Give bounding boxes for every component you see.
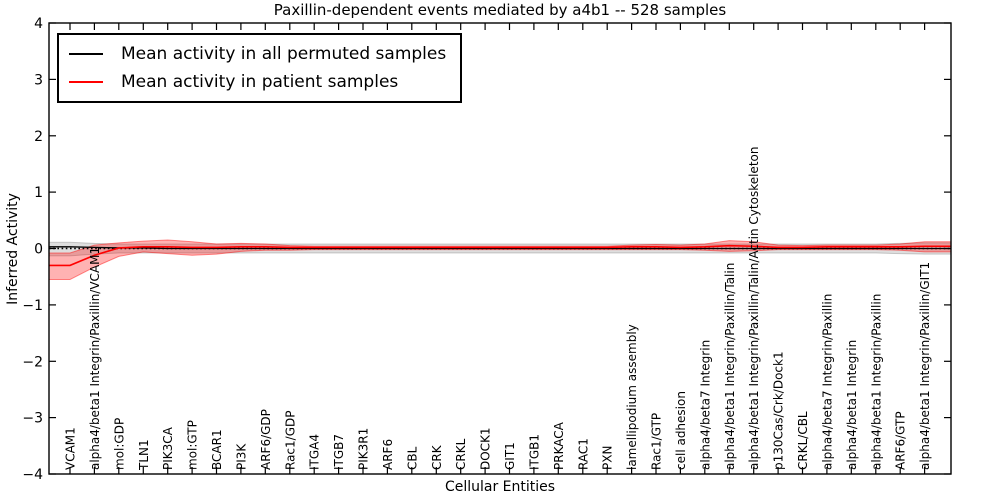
series-layer	[49, 239, 951, 281]
black-line-sample-icon	[69, 53, 103, 55]
x-tick-label: alpha4/beta1 Integrin/Paxillin/Talin/Act…	[747, 147, 761, 470]
y-tick-label: 1	[34, 185, 43, 201]
y-tick-label: −1	[22, 298, 43, 314]
x-tick-label: mol:GDP	[112, 418, 126, 470]
x-tick-label: ARF6	[381, 439, 395, 470]
x-tick-label: lamellipodium assembly	[625, 324, 639, 470]
y-tick-label: 0	[34, 242, 43, 258]
x-tick-label: alpha4/beta1 Integrin/Paxillin/VCAM1	[88, 247, 102, 470]
x-tick-label: DOCK1	[479, 427, 493, 470]
y-tick-label: −4	[22, 467, 43, 483]
x-tick-label: VCAM1	[64, 427, 78, 470]
x-tick-label: alpha4/beta1 Integrin/Paxillin/Talin	[723, 263, 737, 470]
x-tick-label: PIK3CA	[161, 426, 175, 470]
patient-confidence-band	[49, 239, 951, 281]
y-tick-label: −2	[22, 354, 43, 370]
x-tick-label: ITGA4	[308, 434, 322, 470]
legend: Mean activity in all permuted samples Me…	[57, 33, 463, 103]
x-tick-label: PIK3R1	[357, 428, 371, 470]
permuted-mean-line	[49, 246, 951, 250]
x-tick-label: CRK	[430, 444, 444, 470]
x-tick-label: ITGB1	[527, 434, 541, 470]
legend-label-patient: Mean activity in patient samples	[121, 72, 399, 92]
x-tick-label: ARF6/GDP	[259, 409, 273, 470]
chart-title: Paxillin-dependent events mediated by a4…	[273, 1, 727, 19]
x-tick-label: alpha4/beta7 Integrin/Paxillin	[820, 294, 834, 470]
x-tick-label: ARF6/GTP	[894, 411, 908, 470]
y-tick-label: 4	[34, 16, 43, 32]
y-tick-label: 2	[34, 129, 43, 145]
legend-entry-permuted: Mean activity in all permuted samples	[69, 41, 446, 67]
legend-entry-patient: Mean activity in patient samples	[69, 69, 446, 95]
y-tick-label: −3	[22, 411, 43, 427]
x-tick-label: BCAR1	[210, 429, 224, 470]
legend-label-permuted: Mean activity in all permuted samples	[121, 44, 447, 64]
patient-mean-line	[49, 244, 951, 267]
red-line-sample-icon	[69, 81, 103, 83]
x-tick-label: Rac1/GDP	[283, 411, 297, 470]
x-tick-label: alpha4/beta1 Integrin/Paxillin	[869, 294, 883, 470]
x-tick-label: PRKACA	[552, 421, 566, 470]
x-tick-label: Rac1/GTP	[650, 413, 664, 470]
x-tick-label: CBL	[405, 446, 419, 470]
axes-frame	[48, 22, 952, 475]
x-tick-label: CRKL/CBL	[796, 411, 810, 470]
x-tick-label: PXN	[601, 446, 615, 470]
x-tick-label: mol:GTP	[186, 420, 200, 470]
x-tick-label: TLN1	[137, 439, 151, 471]
x-tick-label: PI3K	[234, 443, 248, 470]
x-tick-label: RAC1	[576, 438, 590, 470]
y-tick-label: 3	[34, 72, 43, 88]
x-tick-label: ITGB7	[332, 434, 346, 470]
x-tick-label: CRKL	[454, 438, 468, 470]
x-tick-label: p130Cas/Crk/Dock1	[772, 351, 786, 470]
x-axis-label: Cellular Entities	[444, 479, 556, 495]
x-tick-label: alpha4/beta7 Integrin	[698, 340, 712, 470]
x-tick-label: cell adhesion	[674, 391, 688, 470]
x-tick-label: alpha4/beta1 Integrin/Paxillin/GIT1	[918, 262, 932, 470]
x-tick-label: GIT1	[503, 442, 517, 470]
x-tick-label: alpha4/beta1 Integrin	[845, 340, 859, 470]
